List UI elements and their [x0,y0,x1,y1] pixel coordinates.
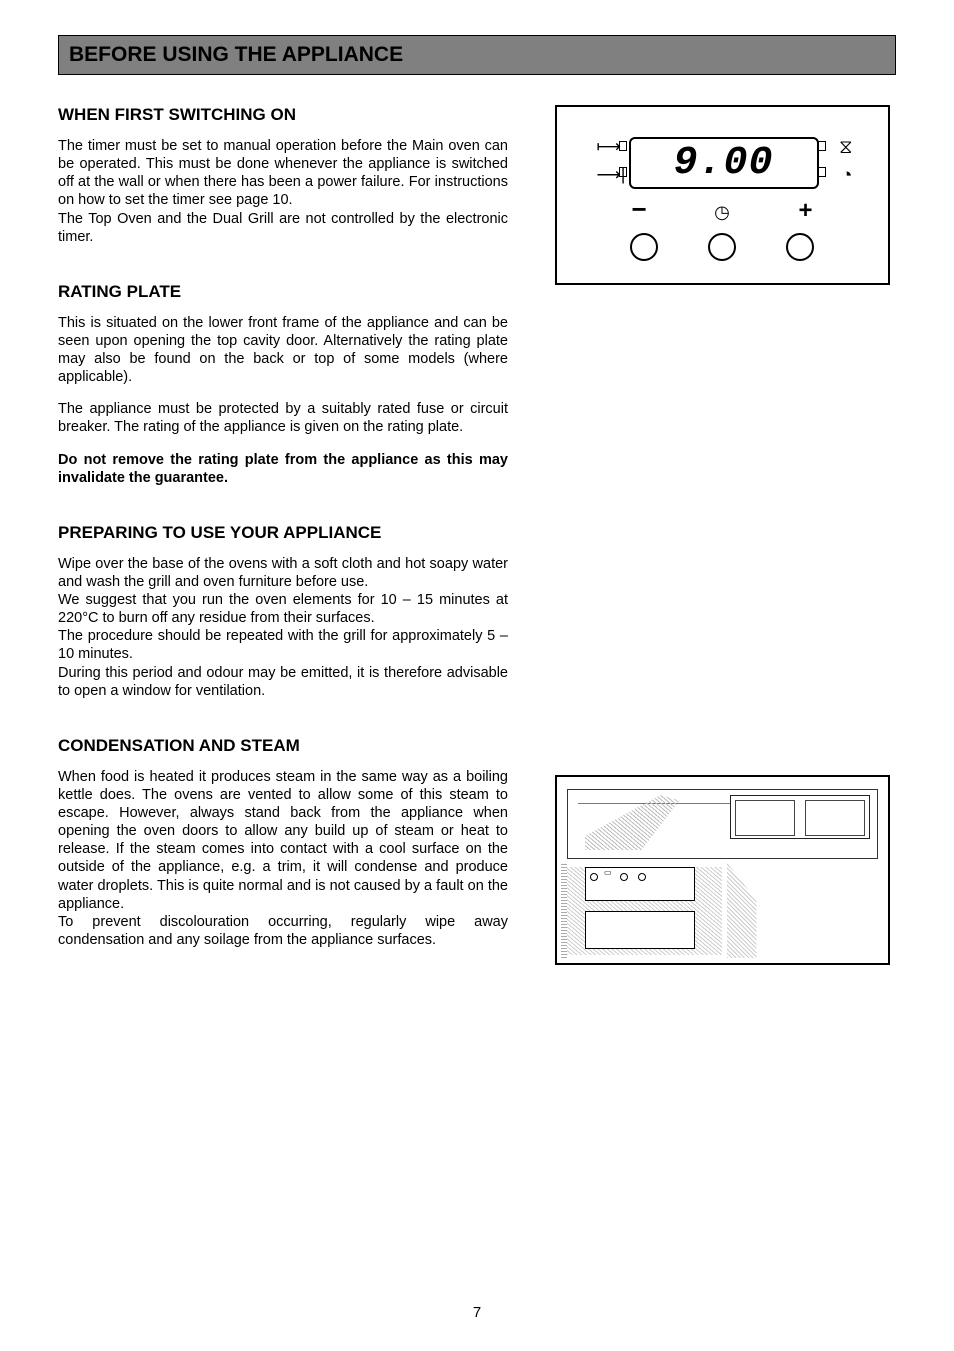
section-switching: WHEN FIRST SWITCHING ON The timer must b… [58,105,508,246]
page-number: 7 [0,1304,954,1321]
timer-display: 9.00 [629,137,819,189]
para-rating-1: This is situated on the lower front fram… [58,314,508,387]
para-switching-1: The timer must be set to manual operatio… [58,137,508,210]
para-preparing-1: Wipe over the base of the ovens with a s… [58,555,508,591]
para-preparing-4: During this period and odour may be emit… [58,664,508,700]
knob-icon [620,873,628,881]
clock-button[interactable] [708,233,736,261]
left-column: WHEN FIRST SWITCHING ON The timer must b… [58,105,508,985]
right-column: ⟼ ⟶| 9.00 ⧖ ◔ − ◷ + [548,105,896,985]
plus-label: + [798,197,812,225]
knob-icon [638,873,646,881]
minus-label: − [632,194,647,225]
para-condensation-2: To prevent discolouration occurring, reg… [58,913,508,949]
heading-switching: WHEN FIRST SWITCHING ON [58,105,508,125]
oven-body: ▭ [567,867,722,955]
indicator-box [619,141,627,151]
content-columns: WHEN FIRST SWITCHING ON The timer must b… [58,105,896,985]
section-preparing: PREPARING TO USE YOUR APPLIANCE Wipe ove… [58,523,508,700]
oven-control-panel [730,795,870,839]
timer-buttons [557,233,888,261]
section-title-bar: BEFORE USING THE APPLIANCE [58,35,896,75]
hourglass-icon: ⧖ [839,137,852,159]
indicator-box [619,167,627,177]
para-rating-3: Do not remove the rating plate from the … [58,451,508,487]
control-group-right [805,800,865,836]
para-rating-2: The appliance must be protected by a sui… [58,400,508,436]
panel-detail: ▭ [604,868,612,877]
para-switching-2: The Top Oven and the Dual Grill are not … [58,210,508,246]
timer-digits: 9.00 [673,141,773,186]
oven-illustration: ▭ [555,775,890,965]
heading-preparing: PREPARING TO USE YOUR APPLIANCE [58,523,508,543]
cabinet-edge-right [727,862,757,958]
section-condensation: CONDENSATION AND STEAM When food is heat… [58,736,508,949]
para-condensation-1: When food is heated it produces steam in… [58,768,508,913]
indicator-box [818,167,826,177]
duration-icon: ⟼ [597,137,621,157]
para-preparing-3: The procedure should be repeated with th… [58,627,508,663]
para-preparing-2: We suggest that you run the oven element… [58,591,508,627]
clock-icon: ◔ [841,165,852,187]
timer-panel: ⟼ ⟶| 9.00 ⧖ ◔ − ◷ + [555,105,890,285]
heading-rating: RATING PLATE [58,282,508,302]
plus-button[interactable] [786,233,814,261]
indicator-box [818,141,826,151]
knob-icon [590,873,598,881]
oven-door-bottom [585,911,695,949]
section-rating: RATING PLATE This is situated on the low… [58,282,508,487]
clock-symbol: ◷ [714,202,730,223]
control-group-left [735,800,795,836]
minus-button[interactable] [630,233,658,261]
page-title: BEFORE USING THE APPLIANCE [69,43,885,67]
oven-door-top: ▭ [585,867,695,901]
heading-condensation: CONDENSATION AND STEAM [58,736,508,756]
